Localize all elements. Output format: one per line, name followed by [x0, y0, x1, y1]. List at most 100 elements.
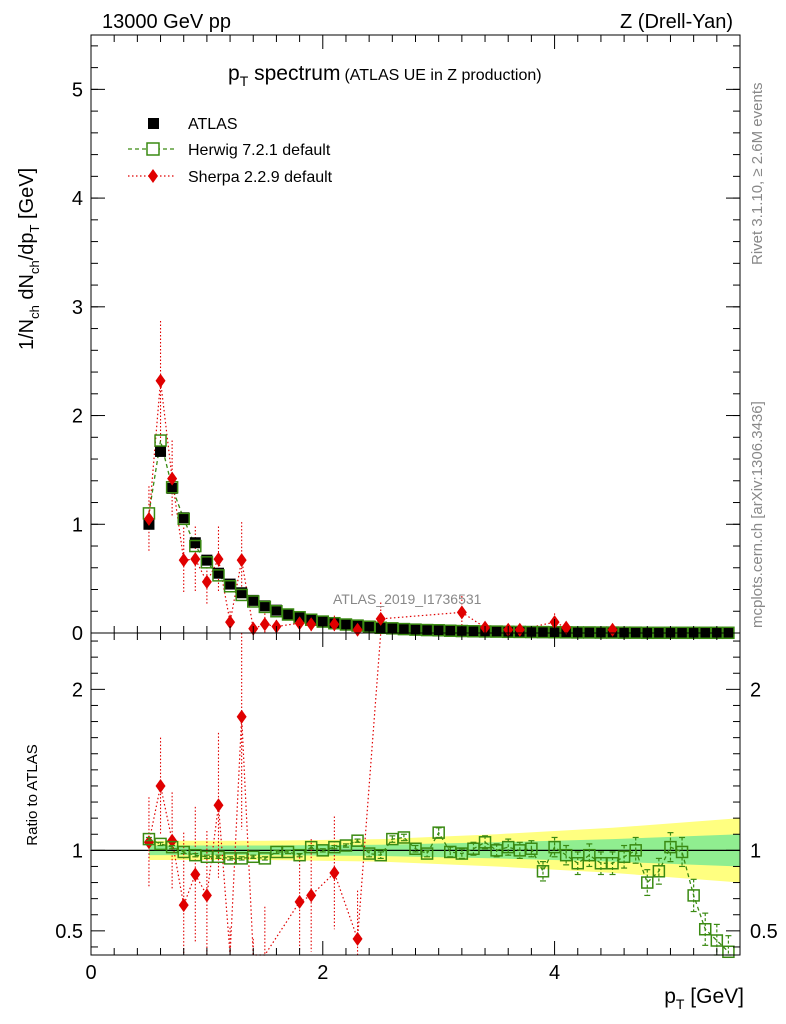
atlas-point [247, 594, 259, 606]
ratio-sherpa-point [167, 833, 178, 848]
rivet-label: Rivet 3.1.10, ≥ 2.6M events [749, 83, 766, 266]
ratio-herwig-point [629, 844, 642, 857]
atlas-point [421, 624, 433, 636]
atlas-point [270, 604, 282, 616]
mcplots-label: mcplots.cern.ch [arXiv:1306.3436] [749, 401, 766, 628]
atlas-point [155, 445, 167, 457]
legend-sherpa-marker [148, 169, 158, 183]
main-panel: 0 1 2 3 4 5 pT spectrum (ATLAS UE in Z product… [16, 34, 741, 645]
ratio-ylabel: Ratio to ATLAS [24, 744, 41, 845]
sherpa-point [143, 511, 154, 526]
ratio-herwig-point [698, 922, 712, 936]
ratio-sherpa-point [213, 798, 224, 813]
ratio-sherpa-point [190, 867, 201, 882]
atlas-point [537, 626, 549, 638]
atlas-point [340, 619, 352, 631]
sherpa-point [294, 616, 305, 631]
main-ytick-label: 2 [72, 406, 83, 428]
legend: ATLAS Herwig 7.2.1 default Sherpa 2.2.9 … [128, 116, 333, 186]
atlas-point [166, 482, 178, 494]
ratio-sherpa-point [352, 931, 363, 946]
herwig-point [223, 579, 237, 593]
ratio-herwig-point [675, 845, 689, 859]
legend-herwig-marker [146, 142, 160, 156]
ratio-herwig-point [559, 848, 573, 862]
herwig-point [212, 569, 225, 582]
ratio-sherpa-point [143, 835, 154, 850]
ratio-herwig-point [293, 848, 306, 862]
main-ytick-label: 3 [72, 297, 83, 319]
sherpa-point [561, 620, 572, 635]
ratio-sherpa-point [236, 709, 247, 724]
ratio-herwig-point [606, 856, 619, 870]
atlas-point [467, 625, 479, 637]
ratio-herwig-point [722, 945, 735, 959]
atlas-point [189, 537, 201, 549]
ratio-sherpa-point [306, 888, 317, 903]
ratio-herwig-point [710, 934, 724, 947]
ratio-xtick-label: 2 [317, 962, 328, 984]
ratio-ytick-label: 2 [72, 679, 83, 701]
sherpa-point [225, 615, 236, 630]
ratio-herwig-point [641, 876, 654, 889]
atlas-point [282, 608, 294, 620]
ratio-herwig-point [374, 848, 387, 862]
herwig-point [235, 588, 248, 602]
main-ytick-label: 5 [72, 79, 83, 101]
herwig-point [154, 434, 167, 447]
header-left: 13000 GeV pp [102, 11, 231, 33]
ratio-herwig-point [478, 836, 492, 849]
ratio-panel: 0.5 0.5 1 1 2 2 0 2 4 Ratio to ATLAS pT [GeV] [24, 632, 778, 1012]
ratio-xlabel: pT [GeV] [664, 985, 744, 1012]
atlas-point [375, 622, 387, 634]
header-right: Z (Drell-Yan) [620, 11, 733, 33]
ratio-frame [90, 632, 741, 956]
sherpa-point [456, 605, 467, 620]
atlas-point [201, 554, 213, 566]
ratio-xtick-label: 0 [85, 962, 96, 984]
sherpa-point [329, 617, 340, 632]
ratio-herwig-point [617, 850, 631, 864]
atlas-point [236, 587, 248, 599]
ratio-herwig-point [536, 865, 550, 878]
legend-herwig-label: Herwig 7.2.1 default [188, 142, 331, 159]
herwig-point [177, 512, 190, 526]
ratio-sherpa-offscale [356, 632, 382, 939]
main-ytick-label: 4 [72, 188, 83, 210]
ratio-herwig-point [258, 852, 272, 865]
legend-atlas-marker [148, 118, 159, 129]
ratio-herwig-point [432, 826, 445, 839]
main-ylabel: 1/Nch dNch/dpT [GeV] [16, 168, 42, 350]
ratio-sherpa-point [294, 894, 305, 909]
ratio-ytick-label: 0.5 [55, 921, 83, 943]
sherpa-point [190, 552, 201, 567]
ratio-herwig-point [571, 856, 584, 870]
atlas-point [224, 578, 236, 590]
herwig-point [189, 539, 202, 553]
sherpa-point [306, 617, 317, 632]
ratio-herwig-point [351, 834, 364, 847]
ratio-herwig-point [548, 840, 561, 854]
sherpa-point [178, 553, 189, 568]
analysis-label: ATLAS_2019_I1736531 [333, 591, 482, 607]
atlas-point [398, 623, 410, 635]
sherpa-point [259, 617, 270, 632]
ratio-herwig-point [467, 842, 480, 855]
ratio-herwig-line [148, 831, 729, 953]
atlas-point [212, 567, 224, 579]
atlas-point [583, 626, 595, 638]
ratio-herwig-point [583, 848, 596, 862]
ratio-herwig-point [687, 889, 700, 902]
ratio-ytick-label: 1 [72, 840, 83, 862]
ratio-ytick-label-right: 0.5 [750, 921, 778, 943]
atlas-point [491, 626, 503, 638]
legend-atlas-label: ATLAS [188, 116, 238, 133]
sherpa-point [213, 552, 224, 567]
ratio-xtick-label: 4 [549, 962, 560, 984]
ratio-ytick-label-right: 2 [750, 679, 761, 701]
atlas-point [444, 625, 456, 637]
ratio-ytick-label-right: 1 [750, 840, 761, 862]
sherpa-point [236, 553, 247, 568]
sherpa-point [375, 611, 386, 626]
plot-title: pT spectrum (ATLAS UE in Z production) [228, 62, 542, 89]
